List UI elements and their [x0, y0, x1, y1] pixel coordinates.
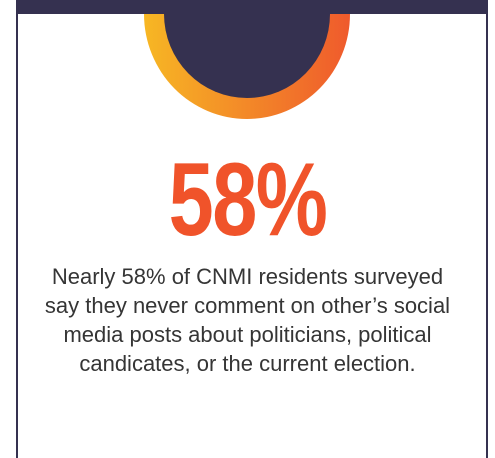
semicircle-ring-graphic — [144, 14, 350, 119]
percentage-figure: 58% — [168, 142, 328, 258]
inner-semicircle — [164, 14, 330, 98]
right-border — [486, 0, 488, 458]
left-border — [16, 0, 18, 458]
top-band — [16, 0, 488, 14]
caption-text: Nearly 58% of CNMI residents surveyed sa… — [44, 264, 451, 376]
